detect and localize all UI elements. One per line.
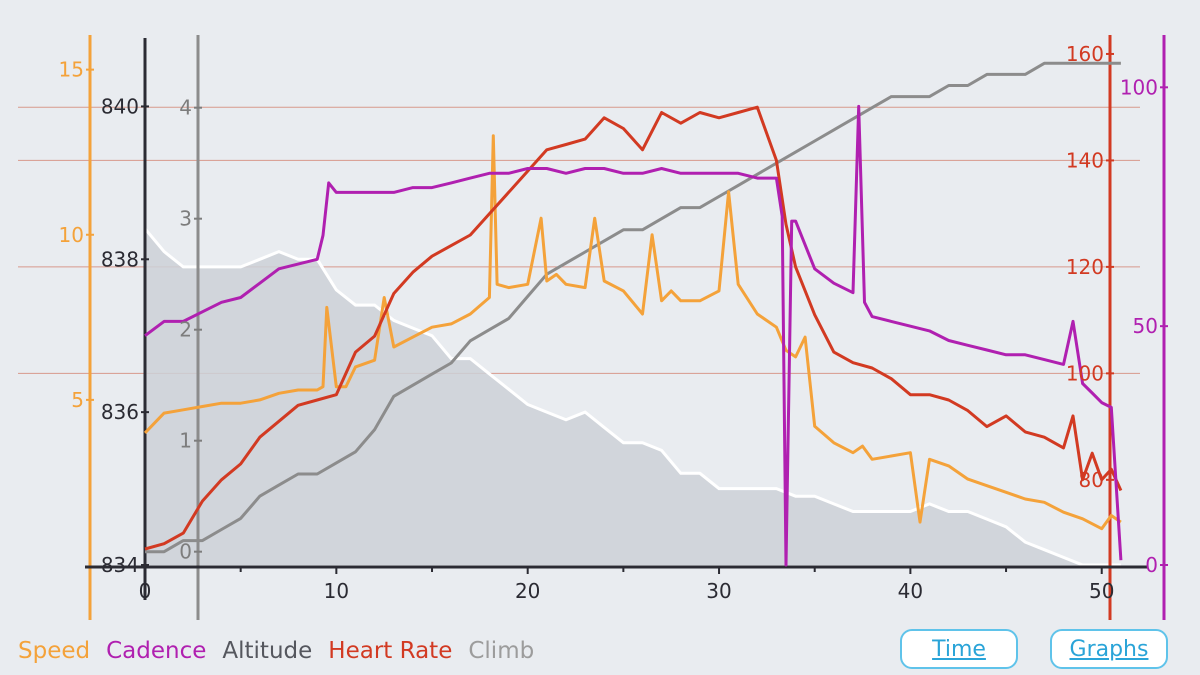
- legend-speed: Speed: [18, 638, 91, 664]
- legend-climb: Climb: [468, 638, 535, 664]
- altitude-tick-label: 838: [101, 247, 139, 271]
- climb-tick-label: 1: [179, 429, 192, 453]
- legend-heart-rate: Heart Rate: [328, 638, 453, 664]
- heart-rate-tick-label: 160: [1066, 42, 1104, 66]
- heart-rate-tick-label: 140: [1066, 148, 1104, 172]
- legend-cadence: Cadence: [106, 638, 207, 664]
- climb-tick-label: 2: [179, 318, 192, 342]
- altitude-area: [145, 228, 1121, 565]
- speed-line: [143, 134, 1122, 531]
- legend: Speed Cadence Altitude Heart Rate Climb: [18, 638, 550, 664]
- altitude-line: [143, 227, 1121, 567]
- graphs-button[interactable]: Graphs: [1050, 629, 1168, 669]
- cadence-tick-label: 100: [1120, 75, 1158, 99]
- altitude-tick-label: 840: [101, 94, 139, 118]
- heart-rate-tick-label: 100: [1066, 361, 1104, 385]
- x-tick-label: 30: [706, 579, 731, 603]
- legend-altitude: Altitude: [222, 638, 313, 664]
- climb-tick-label: 4: [179, 96, 192, 120]
- cadence-tick-label: 50: [1133, 314, 1158, 338]
- x-tick-label: 50: [1089, 579, 1114, 603]
- heart-rate-line: [144, 105, 1123, 551]
- time-button[interactable]: Time: [900, 629, 1018, 669]
- altitude-tick-label: 834: [101, 553, 139, 577]
- climb-tick-label: 0: [179, 540, 192, 564]
- x-tick-label: 20: [515, 579, 540, 603]
- x-tick-label: 0: [139, 579, 152, 603]
- heart-rate-tick-label: 120: [1066, 255, 1104, 279]
- x-tick-label: 10: [324, 579, 349, 603]
- heart-rate-tick-label: 80: [1079, 468, 1104, 492]
- cadence-line: [144, 104, 1123, 567]
- speed-tick-label: 15: [59, 58, 84, 82]
- speed-tick-label: 5: [71, 388, 84, 412]
- x-tick-label: 40: [898, 579, 923, 603]
- cadence-tick-label: 0: [1145, 553, 1158, 577]
- climb-line: [145, 61, 1121, 554]
- speed-tick-label: 10: [59, 223, 84, 247]
- altitude-tick-label: 836: [101, 400, 139, 424]
- climb-tick-label: 3: [179, 207, 192, 231]
